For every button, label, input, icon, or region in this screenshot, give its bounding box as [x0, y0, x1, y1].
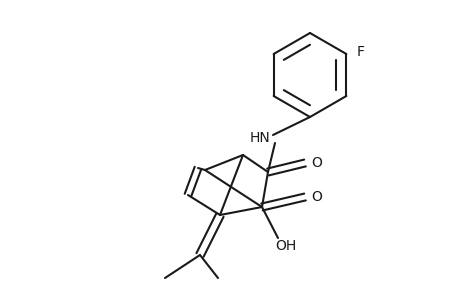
- Text: F: F: [356, 45, 364, 59]
- Text: HN: HN: [249, 131, 270, 145]
- Text: O: O: [311, 156, 322, 170]
- Text: O: O: [311, 190, 322, 204]
- Text: OH: OH: [275, 239, 296, 253]
